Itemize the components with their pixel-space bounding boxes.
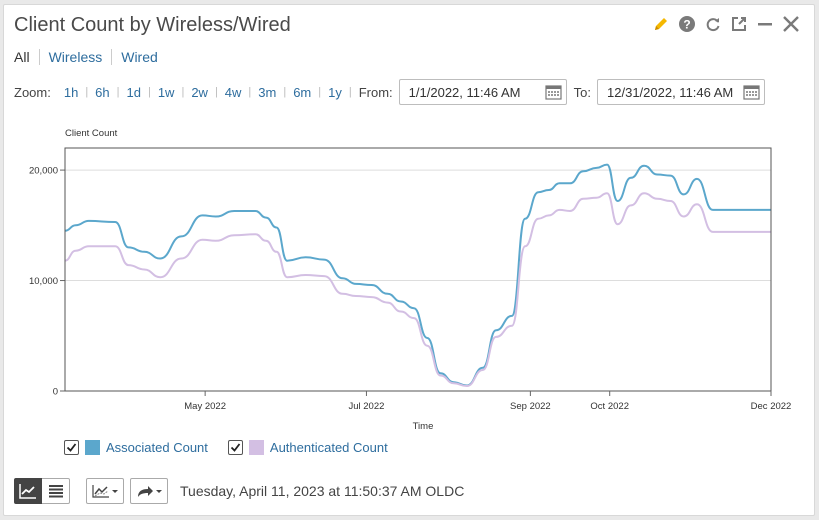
bottom-toolbar: Tuesday, April 11, 2023 at 11:50:37 AM O… <box>14 478 464 504</box>
from-label: From: <box>358 84 393 100</box>
zoom-2w[interactable]: 2w <box>191 84 208 100</box>
from-date-field[interactable]: 1/1/2022, 11:46 AM <box>398 79 567 105</box>
to-date-value: 12/31/2022, 11:46 AM <box>607 84 734 100</box>
chart-panel: Client Count by Wireless/Wired ? All Wir… <box>3 4 815 516</box>
share-icon <box>138 486 162 497</box>
refresh-icon[interactable] <box>704 15 722 33</box>
zoom-bar: Zoom: 1h | 6h | 1d | 1w | 2w | 4w | 3m | 6m | 1y… <box>14 79 766 105</box>
legend-associated-label[interactable]: Associated Count <box>106 440 208 455</box>
x-tick-label: May 2022 <box>184 401 226 412</box>
zoom-1w[interactable]: 1w <box>157 84 175 100</box>
x-tick-label: Sep 2022 <box>510 401 551 412</box>
trend-chart-icon <box>92 485 118 498</box>
to-label: To: <box>573 84 592 100</box>
to-date-field[interactable]: 12/31/2022, 11:46 AM <box>597 79 766 105</box>
minimize-icon[interactable] <box>756 15 774 33</box>
calendar-icon[interactable] <box>743 84 760 100</box>
legend-authenticated-label[interactable]: Authenticated Count <box>269 440 388 455</box>
zoom-1d[interactable]: 1d <box>126 84 141 100</box>
x-axis-label: Time <box>413 421 434 432</box>
zoom-1h[interactable]: 1h <box>63 84 79 100</box>
from-date-value: 1/1/2022, 11:46 AM <box>408 84 521 100</box>
timestamp: Tuesday, April 11, 2023 at 11:50:37 AM O… <box>180 483 465 499</box>
chart-legend: Associated Count Authenticated Count <box>64 440 388 455</box>
export-dropdown[interactable] <box>130 478 168 504</box>
y-tick-label: 0 <box>53 387 58 398</box>
close-icon[interactable] <box>782 15 800 33</box>
chart-view-button[interactable] <box>14 478 42 504</box>
zoom-6h[interactable]: 6h <box>95 84 110 100</box>
y-axis-label: Client Count <box>65 128 118 139</box>
line-chart-icon <box>19 484 36 499</box>
authenticated-count-line <box>64 192 771 388</box>
zoom-label: Zoom: <box>14 84 51 100</box>
filter-wired[interactable]: Wired <box>111 49 167 65</box>
table-view-button[interactable] <box>42 478 70 504</box>
filter-all[interactable]: All <box>14 49 30 65</box>
y-tick-label: 10,000 <box>29 276 58 287</box>
svg-text:?: ? <box>683 18 690 32</box>
y-tick-label: 20,000 <box>29 166 58 177</box>
popout-icon[interactable] <box>730 15 748 33</box>
authenticated-checkbox[interactable] <box>227 440 243 455</box>
x-tick-label: Jul 2022 <box>348 401 384 412</box>
zoom-4w[interactable]: 4w <box>224 84 242 100</box>
authenticated-swatch <box>248 440 264 455</box>
zoom-1y[interactable]: 1y <box>328 84 342 100</box>
filter-wireless[interactable]: Wireless <box>38 49 112 65</box>
plot-frame <box>64 147 772 392</box>
associated-count-line <box>64 163 771 387</box>
chart-type-dropdown[interactable] <box>86 478 124 504</box>
list-icon <box>48 485 63 498</box>
x-tick-label: Dec 2022 <box>751 401 792 412</box>
edit-icon[interactable] <box>652 15 670 33</box>
associated-checkbox[interactable] <box>64 440 79 455</box>
zoom-6m[interactable]: 6m <box>293 84 312 100</box>
zoom-3m[interactable]: 3m <box>258 84 277 100</box>
x-tick-label: Oct 2022 <box>590 401 629 412</box>
panel-title: Client Count by Wireless/Wired <box>14 14 291 36</box>
filter-tabs: All Wireless Wired <box>14 49 167 65</box>
help-icon[interactable]: ? <box>678 15 696 33</box>
calendar-icon[interactable] <box>545 84 562 100</box>
panel-toolbar: ? <box>652 15 800 33</box>
line-chart: Client Count 0 10,000 20,000 May 2022 Jul 202… <box>29 128 792 432</box>
associated-swatch <box>85 440 100 455</box>
